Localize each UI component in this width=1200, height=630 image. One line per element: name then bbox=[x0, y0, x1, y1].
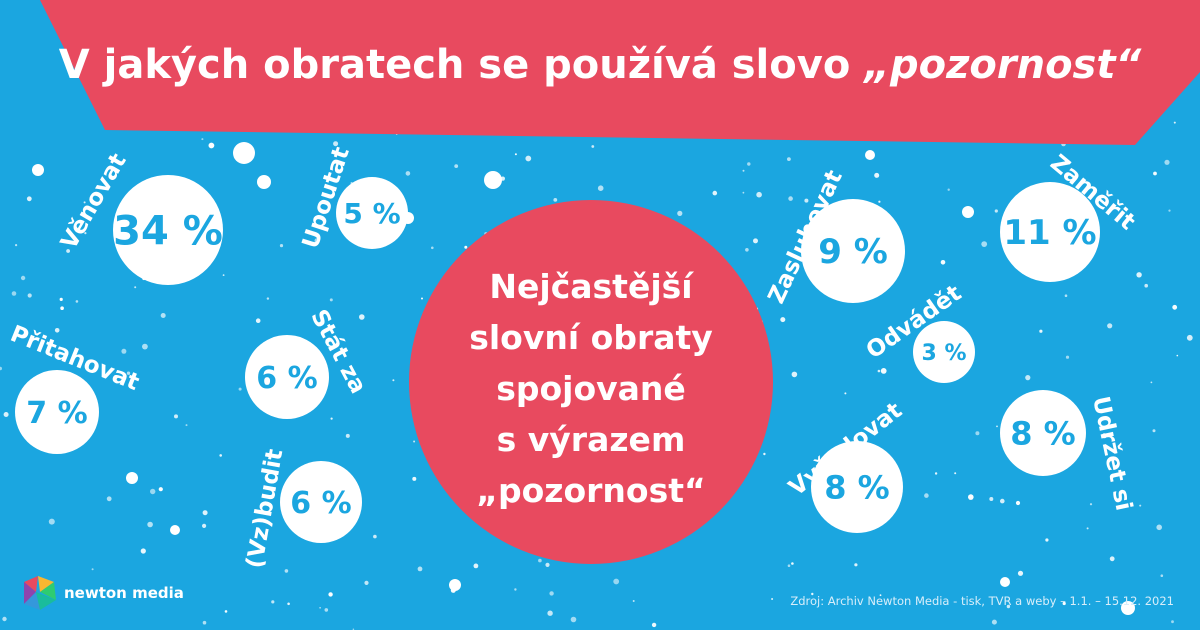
source-note: Zdroj: Archiv Newton Media - tisk, TVR a… bbox=[790, 594, 1174, 608]
logo-text: newton media bbox=[64, 584, 184, 602]
bubble-value: 6 % bbox=[256, 361, 317, 396]
bubble: 6 %Stát za bbox=[245, 305, 371, 419]
bubble-circle bbox=[113, 175, 223, 285]
bubble-value: 8 % bbox=[824, 469, 889, 507]
title-prefix: V jakých obratech se používá slovo bbox=[58, 42, 851, 88]
bubble: 11 %Zaměřit bbox=[1000, 150, 1140, 282]
bubble-circle bbox=[1000, 390, 1086, 476]
bubble-circle bbox=[913, 321, 975, 383]
bubble-circle bbox=[245, 335, 329, 419]
center-circle-text: Nejčastější slovní obraty spojované s výraz… bbox=[469, 267, 713, 510]
bubble-circle bbox=[801, 199, 905, 303]
center-line: slovní obraty bbox=[469, 318, 713, 357]
page-title: V jakých obratech se používá slovo „pozo… bbox=[0, 42, 1200, 88]
bubble: 34 %Věnovat bbox=[56, 149, 223, 285]
center-line: s výrazem bbox=[497, 420, 686, 459]
bubble-value: 9 % bbox=[818, 232, 888, 272]
center-line: „pozornost“ bbox=[476, 471, 705, 510]
bubble-value: 8 % bbox=[1010, 415, 1075, 453]
bubble-value: 7 % bbox=[26, 396, 87, 431]
bubble-label: Udržet si bbox=[1087, 394, 1137, 513]
bubble-circle bbox=[336, 177, 408, 249]
bubble: 5 %Upoutat bbox=[298, 144, 408, 252]
bubble-value: 5 % bbox=[343, 197, 400, 230]
bubble-circle bbox=[15, 370, 99, 454]
bubble: 6 %(Vz)budit bbox=[242, 447, 362, 570]
bubble: 9 %Zasluhovat bbox=[763, 166, 905, 308]
bubble-circle bbox=[280, 461, 362, 543]
logo-icon bbox=[24, 576, 56, 610]
bubble: 7 %Přitahovat bbox=[7, 321, 143, 454]
bubble: 8 %Vyžadovat bbox=[784, 398, 907, 533]
bubble-circle bbox=[1000, 182, 1100, 282]
bubble-value: 11 % bbox=[1003, 213, 1096, 253]
bubble: 8 % Udržet si bbox=[1000, 390, 1137, 513]
bubble-value: 6 % bbox=[290, 486, 351, 521]
title-emphasis: „pozornost“ bbox=[864, 42, 1142, 88]
newton-media-logo: newton media bbox=[20, 574, 184, 612]
bubble-value: 34 % bbox=[113, 208, 223, 254]
center-line: Nejčastější bbox=[489, 267, 694, 306]
title-banner bbox=[40, 0, 1200, 145]
center-circle bbox=[409, 200, 773, 564]
bubble-circle bbox=[811, 441, 903, 533]
bubble-value: 3 % bbox=[921, 341, 966, 366]
center-line: spojované bbox=[496, 369, 686, 408]
